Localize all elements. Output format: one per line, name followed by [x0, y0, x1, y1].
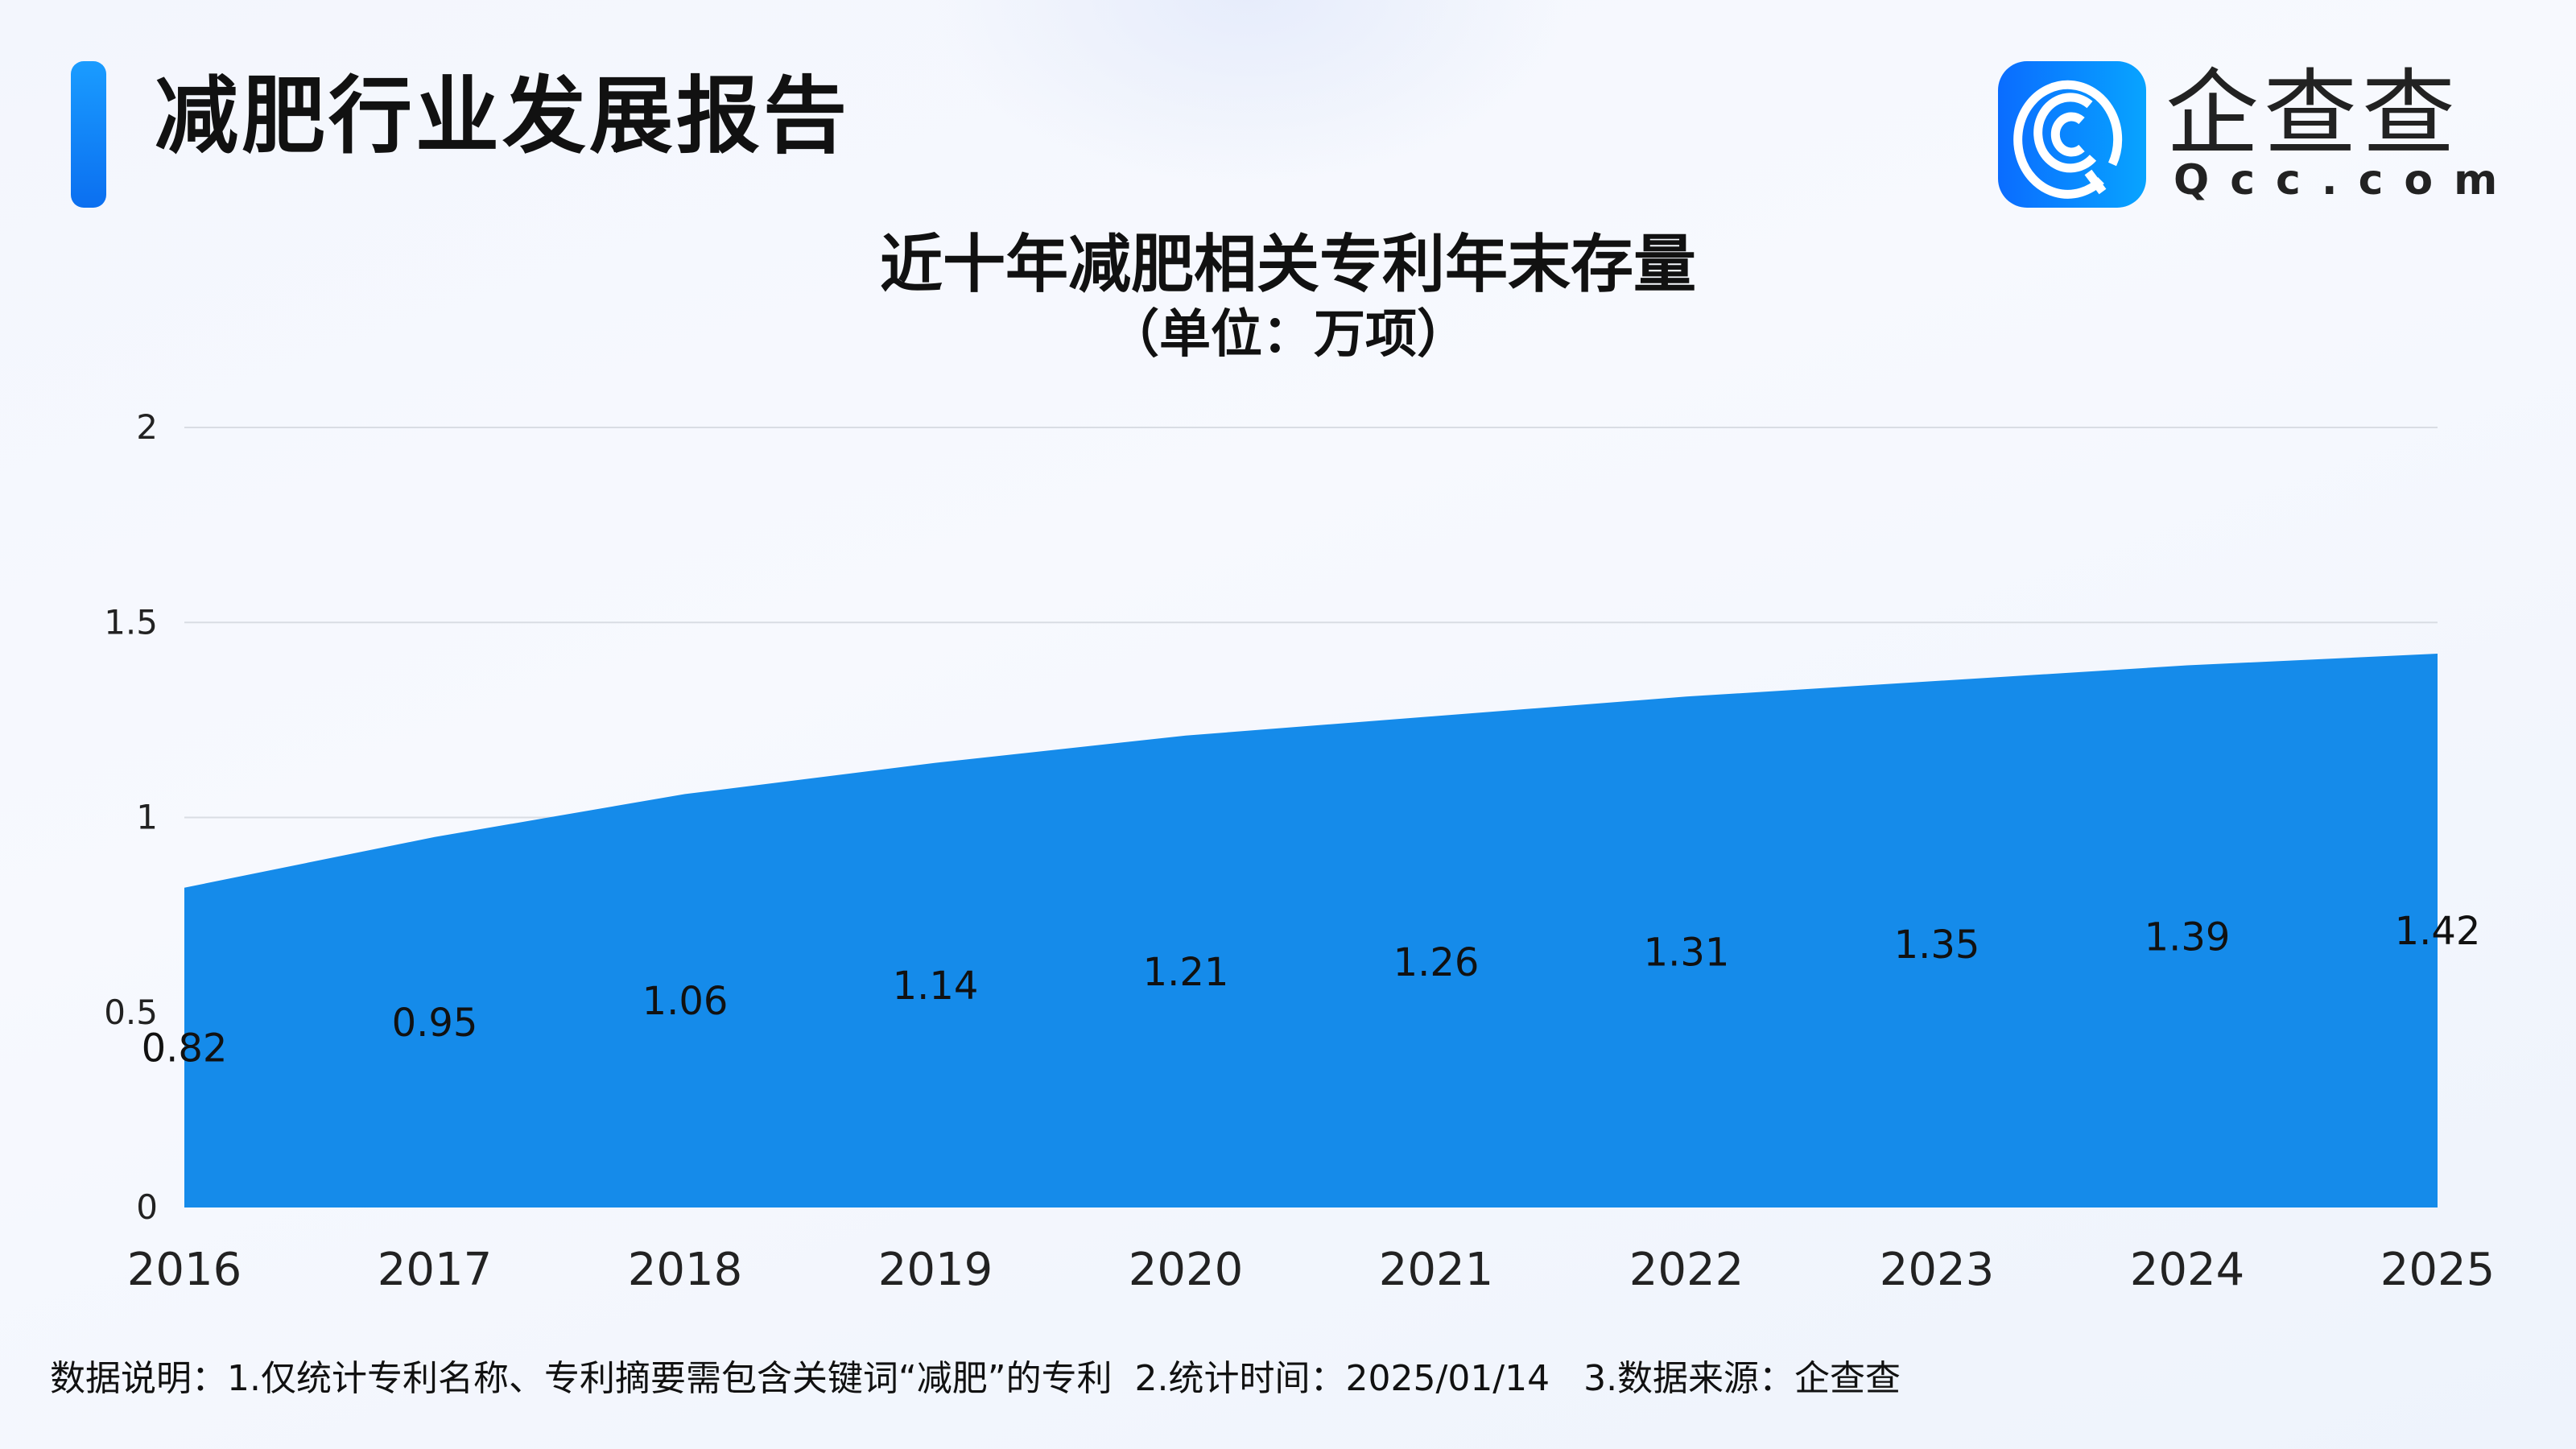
- x-tick-label: 2021: [1379, 1244, 1494, 1296]
- x-tick-label: 2025: [2380, 1244, 2496, 1296]
- y-tick-label: 1: [136, 798, 158, 837]
- x-tick-label: 2019: [878, 1244, 993, 1296]
- data-label: 1.26: [1393, 940, 1480, 985]
- y-tick-label: 2: [136, 407, 158, 447]
- page-title: 减肥行业发展报告: [155, 67, 851, 165]
- qcc-logo-icon: [1998, 61, 2146, 208]
- x-tick-label: 2018: [628, 1244, 743, 1296]
- data-label: 1.35: [1894, 923, 1980, 968]
- footer-note: 数据说明：1.仅统计专利名称、专利摘要需包含关键词“减肥”的专利 2.统计时间：…: [50, 1358, 1901, 1399]
- title-accent-bar: [71, 61, 106, 208]
- x-tick-label: 2023: [1880, 1244, 1995, 1296]
- chart-title: 近十年减肥相关专利年末存量: [879, 229, 1696, 301]
- data-label: 1.14: [893, 964, 979, 1009]
- x-tick-label: 2016: [127, 1244, 242, 1296]
- chart-subtitle: （单位：万项）: [1108, 305, 1468, 365]
- data-label: 0.95: [392, 1001, 478, 1046]
- logo-text: 企查查: [2165, 60, 2460, 168]
- y-tick-label: 0.5: [104, 993, 158, 1032]
- x-tick-label: 2024: [2130, 1244, 2245, 1296]
- data-label: 1.39: [2145, 914, 2231, 960]
- x-tick-label: 2017: [378, 1244, 493, 1296]
- x-tick-label: 2020: [1129, 1244, 1244, 1296]
- data-label: 1.42: [2395, 909, 2481, 954]
- logo-subtext: Qcc.com: [2174, 156, 2519, 204]
- area-series: [184, 654, 2438, 1208]
- data-label: 1.31: [1644, 931, 1730, 976]
- x-tick-label: 2022: [1629, 1244, 1744, 1296]
- data-label: 1.21: [1143, 950, 1229, 995]
- data-label: 1.06: [642, 979, 729, 1024]
- y-tick-label: 0: [136, 1187, 158, 1227]
- data-label: 0.82: [142, 1026, 228, 1071]
- y-tick-label: 1.5: [104, 602, 158, 642]
